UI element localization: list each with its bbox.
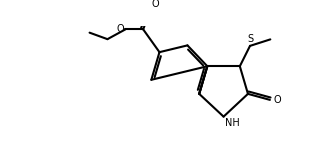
Text: O: O — [151, 0, 159, 9]
Text: O: O — [116, 24, 124, 34]
Text: NH: NH — [225, 118, 240, 128]
Text: O: O — [274, 95, 282, 105]
Text: S: S — [247, 34, 253, 44]
